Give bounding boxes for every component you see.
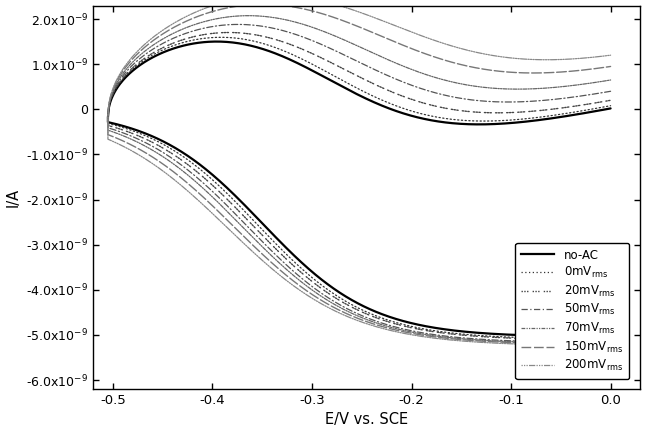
Y-axis label: I/A: I/A: [6, 188, 21, 207]
X-axis label: E/V vs. SCE: E/V vs. SCE: [325, 413, 408, 427]
Legend: no-AC, 0mV$_{\mathrm{rms}}$, 20mV$_{\mathrm{rms}}$, 50mV$_{\mathrm{rms}}$, 70mV$: no-AC, 0mV$_{\mathrm{rms}}$, 20mV$_{\mat…: [516, 242, 629, 379]
